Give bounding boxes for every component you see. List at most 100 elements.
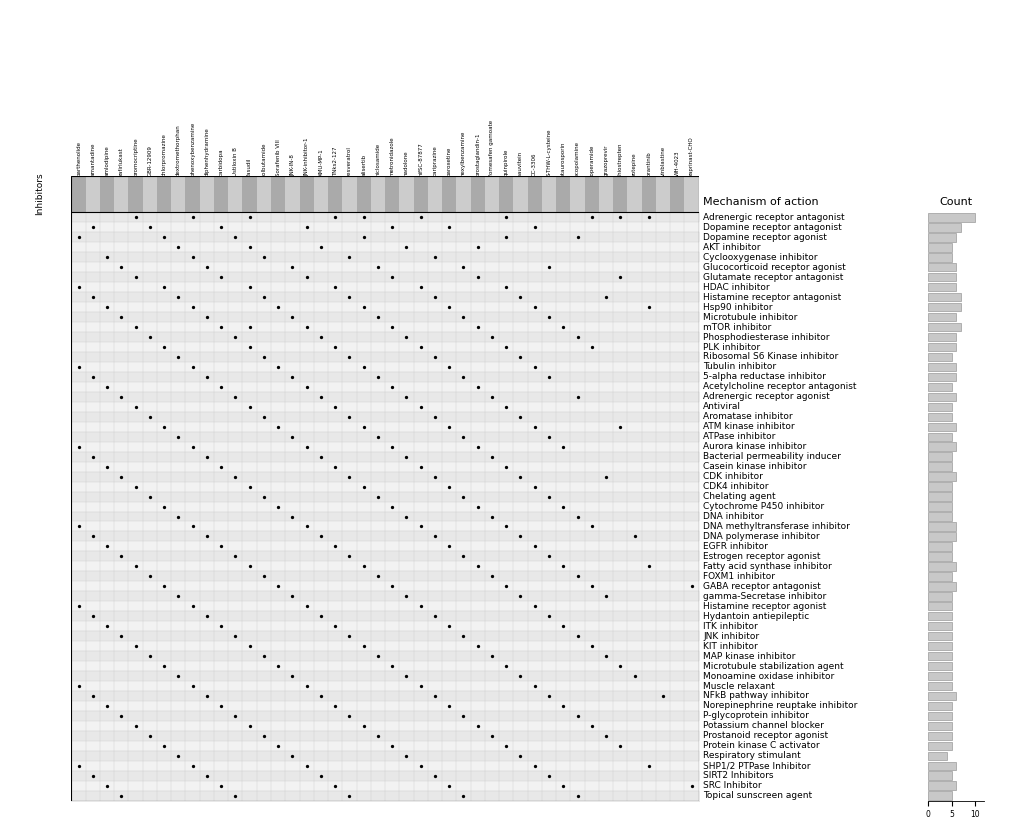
Text: 5-alpha reductase inhibitor: 5-alpha reductase inhibitor bbox=[702, 373, 825, 382]
Bar bbox=[927, 782, 956, 790]
Point bbox=[127, 719, 144, 732]
Bar bbox=[927, 742, 951, 750]
Text: MAP kinase inhibitor: MAP kinase inhibitor bbox=[702, 652, 795, 661]
Point bbox=[327, 779, 343, 792]
Point bbox=[540, 769, 556, 782]
Point bbox=[483, 331, 499, 344]
Text: Tubulin inhibitor: Tubulin inhibitor bbox=[702, 363, 775, 372]
Point bbox=[299, 680, 315, 693]
Point bbox=[569, 391, 585, 404]
Bar bbox=[927, 413, 951, 421]
Text: chlorpromazine: chlorpromazine bbox=[161, 133, 166, 176]
Point bbox=[242, 341, 258, 354]
Point bbox=[127, 400, 144, 413]
Text: Hsp90 inhibitor: Hsp90 inhibitor bbox=[702, 302, 772, 311]
Point bbox=[611, 211, 628, 224]
Bar bbox=[584, 176, 598, 212]
Point bbox=[156, 420, 172, 433]
Point bbox=[156, 580, 172, 593]
Point bbox=[583, 341, 599, 354]
Point bbox=[227, 709, 244, 722]
Point bbox=[454, 789, 471, 802]
Point bbox=[497, 659, 514, 672]
Bar bbox=[527, 176, 541, 212]
Text: Inhibitors: Inhibitors bbox=[35, 172, 44, 216]
Point bbox=[256, 569, 272, 583]
Bar bbox=[927, 681, 951, 690]
Point bbox=[256, 410, 272, 423]
Point bbox=[469, 640, 485, 653]
Point bbox=[426, 410, 442, 423]
Point bbox=[554, 320, 571, 333]
Bar bbox=[927, 313, 956, 321]
Point bbox=[383, 440, 399, 453]
Bar bbox=[655, 176, 669, 212]
Bar bbox=[927, 572, 951, 581]
Point bbox=[170, 749, 186, 762]
Point bbox=[99, 301, 115, 314]
Point bbox=[142, 569, 158, 583]
Point bbox=[426, 291, 442, 304]
Bar bbox=[271, 176, 285, 212]
Text: Respiratory stimulant: Respiratory stimulant bbox=[702, 752, 800, 761]
Point bbox=[640, 301, 656, 314]
Text: CC-3306: CC-3306 bbox=[532, 152, 537, 176]
Point bbox=[341, 789, 358, 802]
Text: hexylbenzamine: hexylbenzamine bbox=[461, 130, 466, 176]
Point bbox=[370, 310, 386, 324]
Text: Cytochrome P450 inhibitor: Cytochrome P450 inhibitor bbox=[702, 502, 823, 511]
Point bbox=[611, 420, 628, 433]
Text: SHP1/2 PTPase Inhibitor: SHP1/2 PTPase Inhibitor bbox=[702, 761, 810, 770]
Point bbox=[270, 360, 286, 373]
Point bbox=[683, 580, 699, 593]
Point bbox=[554, 440, 571, 453]
Text: Adrenergic receptor agonist: Adrenergic receptor agonist bbox=[702, 392, 829, 401]
Point bbox=[512, 530, 528, 543]
Text: grazoprevir: grazoprevir bbox=[603, 144, 608, 176]
Point bbox=[426, 609, 442, 623]
Text: phenoxybenzamine: phenoxybenzamine bbox=[190, 122, 195, 176]
Text: Bacterial permeability inducer: Bacterial permeability inducer bbox=[702, 452, 841, 461]
Text: dextromethorphan: dextromethorphan bbox=[175, 124, 180, 176]
Point bbox=[540, 261, 556, 274]
Text: TNks2-127: TNks2-127 bbox=[332, 146, 337, 176]
Bar bbox=[927, 462, 951, 471]
Point bbox=[469, 381, 485, 394]
Text: EGFR inhibitor: EGFR inhibitor bbox=[702, 542, 767, 551]
Text: nadolone: nadolone bbox=[404, 150, 409, 176]
Point bbox=[540, 490, 556, 503]
Bar bbox=[927, 702, 951, 710]
Bar bbox=[927, 652, 951, 660]
Text: PLK inhibitor: PLK inhibitor bbox=[702, 342, 759, 351]
Bar bbox=[455, 176, 470, 212]
Bar bbox=[357, 176, 371, 212]
Point bbox=[213, 221, 229, 234]
Text: tolbutamide: tolbutamide bbox=[261, 142, 266, 176]
Point bbox=[654, 690, 671, 703]
Point bbox=[327, 281, 343, 294]
Point bbox=[184, 251, 201, 264]
Bar bbox=[441, 176, 455, 212]
Bar bbox=[314, 176, 328, 212]
Point bbox=[440, 360, 457, 373]
Point bbox=[426, 690, 442, 703]
Text: prostaglandin-1: prostaglandin-1 bbox=[475, 132, 480, 176]
Bar bbox=[927, 303, 960, 311]
Text: FOXM1 inhibitor: FOXM1 inhibitor bbox=[702, 572, 774, 581]
Text: Dopamine receptor agonist: Dopamine receptor agonist bbox=[702, 233, 826, 242]
Text: Prostanoid receptor agonist: Prostanoid receptor agonist bbox=[702, 731, 827, 740]
Point bbox=[142, 650, 158, 663]
Point bbox=[299, 600, 315, 613]
Point bbox=[270, 659, 286, 672]
Point bbox=[569, 331, 585, 344]
Point bbox=[213, 320, 229, 333]
Bar bbox=[927, 642, 951, 650]
Point bbox=[127, 560, 144, 573]
Text: Potassium channel blocker: Potassium channel blocker bbox=[702, 721, 823, 730]
Text: Hydantoin antiepileptic: Hydantoin antiepileptic bbox=[702, 612, 809, 621]
Point bbox=[583, 520, 599, 533]
Point bbox=[227, 789, 244, 802]
Text: Sorafenib VIII: Sorafenib VIII bbox=[275, 139, 280, 176]
Bar bbox=[927, 403, 951, 411]
Point bbox=[356, 719, 372, 732]
